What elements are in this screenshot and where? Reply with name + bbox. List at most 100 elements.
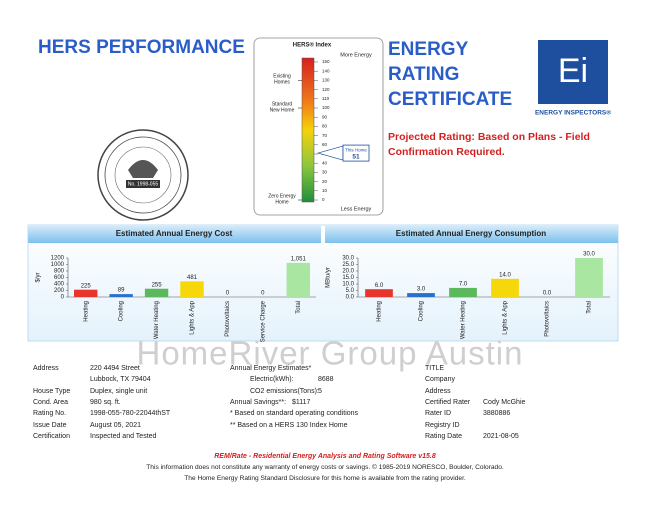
detail-label: Rater ID bbox=[425, 410, 451, 417]
x-tick-label: Lights & App bbox=[503, 300, 509, 334]
bar bbox=[109, 294, 133, 297]
detail-label: Certification bbox=[33, 433, 70, 440]
right-title: ENERGY bbox=[388, 39, 469, 60]
hers-tick-label: 0 bbox=[322, 197, 325, 202]
value-label: 481 bbox=[187, 275, 198, 281]
notice: Projected Rating: Based on Plans - Field bbox=[388, 131, 590, 143]
hers-tick-label: 130 bbox=[322, 78, 330, 83]
x-tick-label: Photovoltaics bbox=[545, 301, 551, 337]
hers-tick-label: 90 bbox=[322, 114, 328, 119]
value-label: 3.0 bbox=[417, 287, 426, 293]
footer-software: REM/Rate - Residential Energy Analysis a… bbox=[214, 453, 436, 460]
detail-label: Issue Date bbox=[33, 422, 67, 429]
bar bbox=[407, 293, 435, 297]
hers-ticks: 1501401301201101009080706050403020100Exi… bbox=[268, 59, 370, 205]
note: ** Based on a HERS 130 Index Home bbox=[230, 422, 348, 429]
hers-box bbox=[253, 37, 384, 216]
hers-tick-label: 30 bbox=[322, 170, 328, 175]
right-title: RATING bbox=[388, 64, 459, 85]
charts: Estimated Annual Energy Cost$/yr02004006… bbox=[36, 229, 610, 342]
y-tick-label: 25.0 bbox=[342, 262, 354, 268]
x-tick-label: Total bbox=[587, 301, 593, 314]
value-label: 0 bbox=[226, 291, 230, 297]
y-tick-label: 15.0 bbox=[342, 275, 354, 281]
hers-tick-label: 70 bbox=[322, 133, 328, 138]
value-label: 225 bbox=[81, 283, 92, 289]
x-tick-label: Water Heating bbox=[154, 301, 160, 339]
x-tick-label: Lights & App bbox=[190, 300, 196, 334]
hers-marker-label: New Home bbox=[270, 107, 295, 113]
bar bbox=[286, 262, 310, 297]
hers-tick-label: 110 bbox=[322, 96, 330, 101]
x-tick-label: Total bbox=[296, 301, 302, 314]
this-home-label: This Home bbox=[345, 147, 367, 152]
bar bbox=[575, 258, 603, 297]
y-tick-label: 800 bbox=[54, 269, 65, 275]
x-tick-label: Cooling bbox=[419, 301, 425, 321]
detail-label: Certified Rater bbox=[425, 399, 471, 406]
detail-value: 2021-08-05 bbox=[483, 433, 519, 440]
footer-disclosure: The Home Energy Rating Standard Disclosu… bbox=[184, 475, 466, 482]
value-label: 30.0 bbox=[583, 252, 595, 258]
hers-tick-label: 60 bbox=[322, 142, 328, 147]
left-title: HERS PERFORMANCE bbox=[38, 37, 245, 58]
hers-title: HERS® Index bbox=[293, 42, 332, 49]
seal: No. 1998-055 bbox=[97, 129, 189, 221]
detail-value: 5 bbox=[318, 388, 322, 395]
y-tick-label: 0 bbox=[61, 295, 65, 301]
detail-value: Duplex, single unit bbox=[90, 388, 147, 395]
detail-label: House Type bbox=[33, 388, 70, 395]
bar bbox=[491, 278, 519, 297]
hers-tick-label: 100 bbox=[322, 105, 330, 110]
charts-panel bbox=[27, 224, 619, 342]
hers-top-label: More Energy bbox=[340, 52, 372, 58]
value-label: 89 bbox=[118, 288, 125, 294]
details: Address 220 4494 Street Lubbock, TX 7940… bbox=[33, 365, 526, 440]
logo-name: ENERGY INSPECTORS® bbox=[535, 109, 611, 117]
hers-marker-label: Zero Energy bbox=[268, 193, 296, 199]
rater-company: Company bbox=[425, 376, 455, 383]
chart-title: Estimated Annual Energy Consumption bbox=[396, 229, 546, 238]
this-home-box bbox=[342, 144, 370, 162]
chart-header bbox=[325, 225, 618, 243]
hers-scale bbox=[301, 57, 315, 203]
detail-value: 1998-055-780-22044thST bbox=[90, 410, 171, 417]
y-tick-label: 20.0 bbox=[342, 269, 354, 275]
detail-label: Rating No. bbox=[33, 410, 66, 417]
detail-value: Cody McGhie bbox=[483, 399, 526, 406]
y-tick-label: 0.0 bbox=[346, 295, 355, 301]
detail-value: 3880886 bbox=[483, 410, 510, 417]
x-tick-label: Photovoltaics bbox=[225, 301, 231, 337]
hers-tick-label: 140 bbox=[322, 68, 330, 73]
logo-mark: Ei bbox=[558, 52, 588, 90]
rater-title: TITLE bbox=[425, 365, 444, 372]
y-tick-label: 1000 bbox=[51, 262, 65, 268]
detail-value: 980 sq. ft. bbox=[90, 399, 121, 406]
chart-header bbox=[28, 225, 321, 243]
y-tick-label: 200 bbox=[54, 288, 65, 294]
detail-label: Registry ID bbox=[425, 422, 460, 429]
detail-value: 8688 bbox=[318, 376, 334, 383]
value-label: 0 bbox=[261, 291, 265, 297]
hers-marker-label: Homes bbox=[274, 80, 290, 86]
bar bbox=[180, 281, 204, 297]
bar bbox=[365, 289, 393, 297]
detail-label: Rating Date bbox=[425, 433, 462, 440]
y-tick-label: 30.0 bbox=[342, 256, 354, 262]
hers-marker-label: Standard bbox=[272, 101, 293, 107]
x-tick-label: Heating bbox=[377, 301, 383, 322]
detail-label: Annual Savings**: bbox=[230, 399, 286, 406]
value-label: 6.0 bbox=[375, 283, 384, 289]
detail-label: Cond. Area bbox=[33, 399, 68, 406]
chart-title: Estimated Annual Energy Cost bbox=[116, 229, 233, 238]
detail-value: August 05, 2021 bbox=[90, 422, 141, 429]
x-tick-label: Water Heating bbox=[461, 301, 467, 339]
detail-value: 220 4494 Street bbox=[90, 365, 140, 372]
seal-text: No. 1998-055 bbox=[128, 181, 159, 187]
y-tick-label: 1200 bbox=[51, 256, 65, 262]
value-label: 7.0 bbox=[459, 281, 468, 287]
hers-tick-label: 20 bbox=[322, 179, 328, 184]
x-tick-label: Heating bbox=[83, 301, 89, 322]
hers-tick-label: 40 bbox=[322, 160, 328, 165]
